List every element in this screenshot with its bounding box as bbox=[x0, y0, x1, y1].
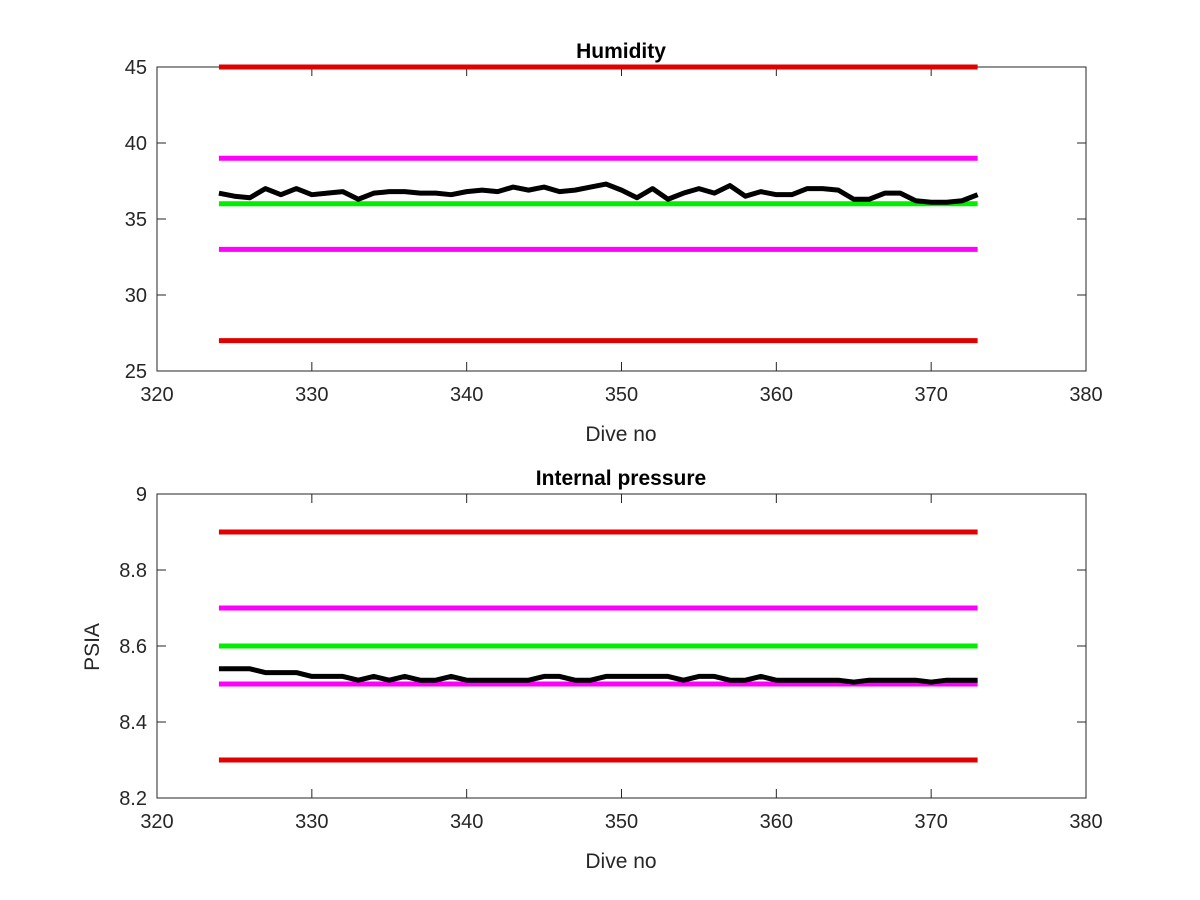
pressure-plot-area: 320 330 340 350 360 370 380 8.2 8.4 8.6 8.8 9 bbox=[119, 484, 1103, 833]
humidity-xtick-label: 350 bbox=[605, 384, 638, 406]
humidity-axes: Humidity 320 330 340 350 360 370 380 25 30 35 40 45… bbox=[125, 40, 1103, 446]
pressure-xtick-label: 360 bbox=[760, 811, 793, 833]
humidity-ytick-label: 40 bbox=[125, 133, 147, 155]
humidity-xtick-label: 320 bbox=[140, 384, 173, 406]
pressure-ytick-label: 8.4 bbox=[119, 712, 147, 734]
humidity-ytick-label: 45 bbox=[125, 57, 147, 79]
pressure-axes: Internal pressure 320 330 340 350 360 370 380 8… bbox=[81, 467, 1103, 873]
pressure-ylabel: PSIA bbox=[81, 623, 104, 671]
pressure-ytick-label: 8.6 bbox=[119, 636, 147, 658]
humidity-series-line-5 bbox=[218, 181, 979, 205]
humidity-ytick-label: 30 bbox=[125, 285, 147, 307]
humidity-ytick-label: 25 bbox=[125, 361, 147, 383]
humidity-title: Humidity bbox=[576, 40, 666, 63]
humidity-xtick-label: 340 bbox=[450, 384, 483, 406]
pressure-xtick-label: 330 bbox=[295, 811, 328, 833]
humidity-ytick-label: 35 bbox=[125, 209, 147, 231]
pressure-ytick-label: 8.2 bbox=[119, 788, 147, 810]
humidity-xlabel: Dive no bbox=[585, 423, 656, 446]
pressure-xtick-label: 350 bbox=[605, 811, 638, 833]
pressure-ytick-label: 9 bbox=[136, 484, 147, 506]
pressure-xtick-label: 380 bbox=[1069, 811, 1102, 833]
humidity-xtick-label: 370 bbox=[914, 384, 947, 406]
pressure-xtick-label: 320 bbox=[140, 811, 173, 833]
pressure-series-line-5 bbox=[218, 666, 978, 685]
pressure-xtick-label: 370 bbox=[914, 811, 947, 833]
humidity-plot-area: 320 330 340 350 360 370 380 25 30 35 40 45 bbox=[125, 57, 1103, 406]
pressure-title: Internal pressure bbox=[536, 467, 706, 490]
pressure-ytick-label: 8.8 bbox=[119, 560, 147, 582]
pressure-xlabel: Dive no bbox=[585, 850, 656, 873]
humidity-xtick-label: 380 bbox=[1069, 384, 1102, 406]
humidity-axes-frame bbox=[156, 66, 1087, 372]
humidity-xtick-label: 360 bbox=[760, 384, 793, 406]
pressure-xtick-label: 340 bbox=[450, 811, 483, 833]
humidity-xtick-label: 330 bbox=[295, 384, 328, 406]
